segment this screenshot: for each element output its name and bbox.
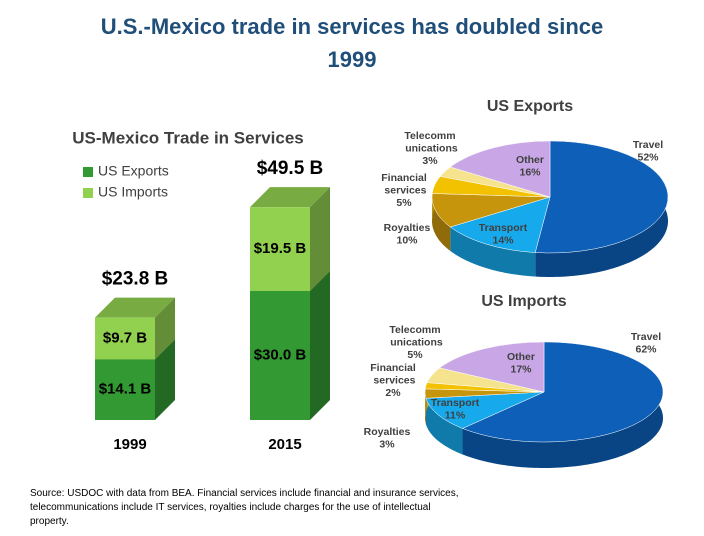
pie-slice [449, 196, 551, 253]
x-tick-label: 2015 [268, 436, 301, 453]
slice-label: Other [516, 154, 544, 166]
slice-label: Financial services [381, 172, 427, 197]
pie-slice [449, 140, 551, 198]
slice-label: Other [507, 351, 535, 363]
slice-value-label: 10% [396, 234, 418, 246]
bar-value-label: $19.5 B [254, 240, 307, 257]
slice-label: Royalties [364, 426, 411, 438]
total-label: $23.8 B [102, 269, 169, 290]
slice-value-label: 52% [637, 151, 659, 163]
chart-title: US Imports [481, 293, 566, 310]
slice-value-label: 14% [492, 234, 514, 246]
bar [250, 291, 310, 420]
slice-value-label: 11% [445, 409, 466, 421]
pie-tops [431, 140, 669, 254]
slice-value-label: 3% [422, 155, 438, 167]
bar-side [310, 187, 330, 291]
slice-value-label: 3% [379, 438, 395, 450]
bar-side [310, 271, 330, 420]
bar-side [155, 297, 175, 360]
slice-label: Transport [479, 222, 528, 234]
slice-value-label: 17% [510, 363, 532, 375]
x-tick-label: 1999 [113, 436, 146, 453]
slice-label: Royalties [384, 222, 431, 234]
bar-top [250, 187, 330, 208]
source-note: Source: USDOC with data from BEA. Financ… [30, 488, 459, 527]
chart-title: US Exports [487, 98, 573, 115]
bar-value-label: $14.1 B [99, 381, 152, 398]
slice-label: Telecomm unications [402, 130, 458, 155]
pie-slice [431, 193, 551, 228]
slice-value-label: 5% [407, 349, 423, 361]
bar-value-label: $9.7 B [103, 329, 147, 346]
legend-label: US Exports [98, 163, 169, 179]
slice-label: Transport [431, 397, 480, 409]
bar-top [95, 297, 175, 318]
pie-slice-side [432, 193, 451, 252]
legend-swatch [83, 167, 93, 177]
pie-slice [461, 341, 664, 443]
legend-label: US Imports [98, 184, 168, 200]
bar [95, 359, 155, 420]
slice-value-label: 16% [519, 166, 541, 178]
bar [250, 207, 310, 291]
bar [95, 317, 155, 360]
pie-tops [424, 341, 664, 443]
slice-label: Travel [633, 139, 663, 151]
slice-value-label: 62% [635, 343, 657, 355]
slice-label: Telecomm unications [387, 324, 443, 349]
bar-value-label: $30.0 B [254, 346, 307, 363]
legend-swatch [83, 188, 93, 198]
slice-value-label: 5% [396, 197, 412, 209]
slice-value-label: 2% [385, 387, 401, 399]
pie-slice [534, 140, 669, 254]
slice-label: Travel [631, 331, 661, 343]
total-label: $49.5 B [257, 158, 324, 179]
pie-slice [425, 391, 545, 429]
bar-side [155, 339, 175, 420]
slice-label: Financial services [370, 362, 416, 387]
chart-title: US-Mexico Trade in Services [72, 128, 304, 147]
page-title: U.S.-Mexico trade in services has double… [100, 14, 604, 72]
pie-slice-side [450, 227, 536, 277]
pie-slice [439, 341, 545, 393]
